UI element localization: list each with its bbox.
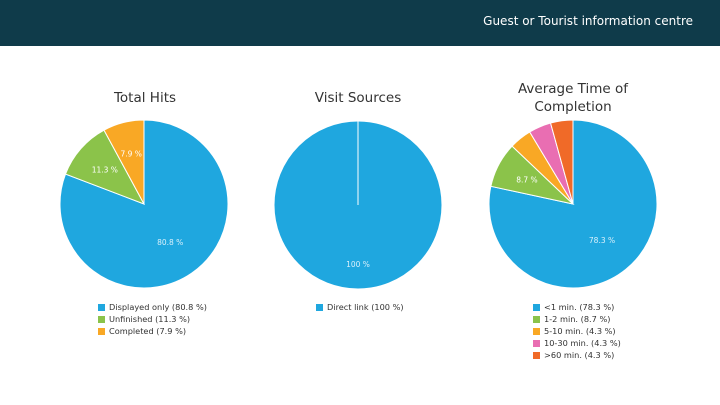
legend-label: >60 min. (4.3 %) — [544, 350, 615, 360]
data-label: 80.8 % — [157, 238, 183, 247]
legend-item: <1 min. (78.3 %) — [533, 301, 621, 313]
data-label: 78.3 % — [589, 236, 615, 245]
pie-slice — [59, 119, 229, 289]
legend-swatch — [98, 303, 105, 311]
legend-label: 5-10 min. (4.3 %) — [544, 326, 616, 336]
legend-swatch — [98, 327, 105, 335]
data-label: 11.3 % — [92, 166, 118, 175]
legend-item: Unfinished (11.3 %) — [98, 313, 207, 325]
legend-item: 1-2 min. (8.7 %) — [533, 313, 621, 325]
legend-swatch — [533, 339, 540, 347]
legend-swatch — [533, 351, 540, 359]
legend-label: 1-2 min. (8.7 %) — [544, 314, 611, 324]
data-label: 100 % — [346, 260, 370, 269]
legend-item: 5-10 min. (4.3 %) — [533, 325, 621, 337]
chart-title-total-hits: Total Hits — [113, 90, 177, 106]
data-label: 7.9 % — [120, 150, 141, 159]
data-label: 8.7 % — [516, 176, 537, 185]
header-bar: Guest or Tourist information centre — [0, 0, 720, 46]
legend-label: Displayed only (80.8 %) — [109, 302, 207, 312]
legend-label: Direct link (100 %) — [327, 302, 404, 312]
legend-label: <1 min. (78.3 %) — [544, 302, 615, 312]
legend-visit-sources: Direct link (100 %) — [316, 301, 404, 313]
legend-label: Unfinished (11.3 %) — [109, 314, 191, 324]
pie-slice — [103, 119, 145, 205]
chart-title-average-time: Average Time of Completion — [517, 81, 629, 115]
legend-item: >60 min. (4.3 %) — [533, 349, 621, 361]
legend-swatch — [316, 303, 323, 311]
legend-item: Displayed only (80.8 %) — [98, 301, 207, 313]
legend-item: Completed (7.9 %) — [98, 325, 207, 337]
chart-title-visit-sources: Visit Sources — [314, 90, 402, 106]
legend-item: 10-30 min. (4.3 %) — [533, 337, 621, 349]
legend-total-hits: Displayed only (80.8 %) Unfinished (11.3 … — [98, 301, 207, 337]
page-title: Guest or Tourist information centre — [483, 14, 693, 28]
legend-label: Completed (7.9 %) — [109, 326, 187, 336]
pie-slice — [549, 119, 574, 205]
legend-swatch — [533, 315, 540, 323]
legend-item: Direct link (100 %) — [316, 301, 404, 313]
legend-label: 10-30 min. (4.3 %) — [544, 338, 621, 348]
legend-average-time: <1 min. (78.3 %) 1-2 min. (8.7 %) 5-10 min… — [533, 301, 621, 361]
legend-swatch — [533, 327, 540, 335]
legend-swatch — [533, 303, 540, 311]
legend-swatch — [98, 315, 105, 323]
